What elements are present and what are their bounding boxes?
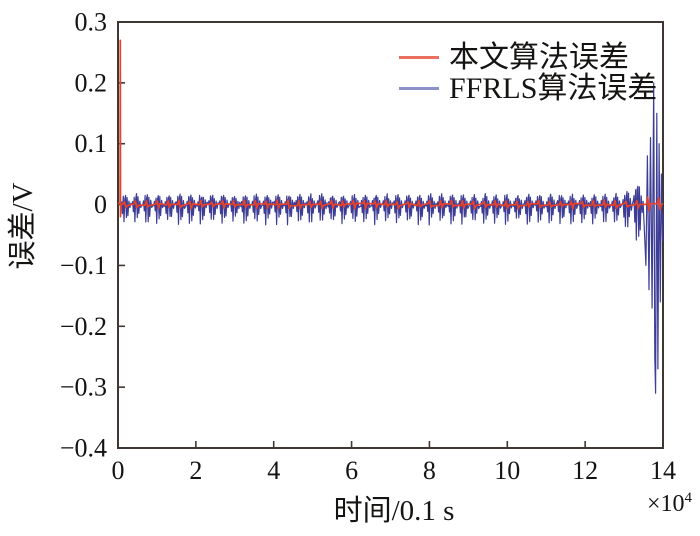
x-axis-multiplier: ×104	[647, 490, 692, 518]
y-tick-label: −0.4	[60, 434, 107, 463]
y-tick-label: −0.3	[60, 373, 107, 402]
x-tick-label: 4	[267, 456, 280, 485]
legend-line-ffrls-icon	[399, 87, 439, 90]
x-tick-label: 12	[572, 456, 598, 485]
legend-label-proposed: 本文算法误差	[449, 41, 629, 74]
x-tick-label: 14	[650, 456, 676, 485]
series-line-ffrls	[119, 82, 664, 394]
y-tick-label: 0.1	[75, 129, 108, 158]
x-tick-label: 6	[345, 456, 358, 485]
y-tick-label: −0.1	[60, 251, 107, 280]
y-tick-label: 0.3	[75, 8, 108, 37]
legend-line-proposed-icon	[399, 56, 439, 59]
y-tick-label: 0.2	[75, 68, 108, 97]
x-axis-multiplier-exponent: 4	[684, 490, 693, 506]
legend-label-ffrls: FFRLS算法误差	[449, 72, 658, 105]
x-tick-label: 0	[112, 456, 125, 485]
x-tick-label: 2	[189, 456, 202, 485]
legend-item-proposed: 本文算法误差	[399, 42, 657, 73]
x-axis-multiplier-base: ×10	[646, 491, 685, 517]
y-axis-label: 误差/V	[7, 182, 39, 270]
legend-item-ffrls: FFRLS算法误差	[399, 73, 657, 104]
x-tick-label: 8	[423, 456, 436, 485]
legend: 本文算法误差 FFRLS算法误差	[399, 42, 657, 104]
series-line-proposed	[118, 39, 664, 218]
y-tick-label: 0	[94, 190, 107, 219]
x-axis-label: 时间/0.1 s	[333, 495, 455, 527]
y-tick-label: −0.2	[60, 312, 107, 341]
x-tick-label: 10	[494, 456, 520, 485]
